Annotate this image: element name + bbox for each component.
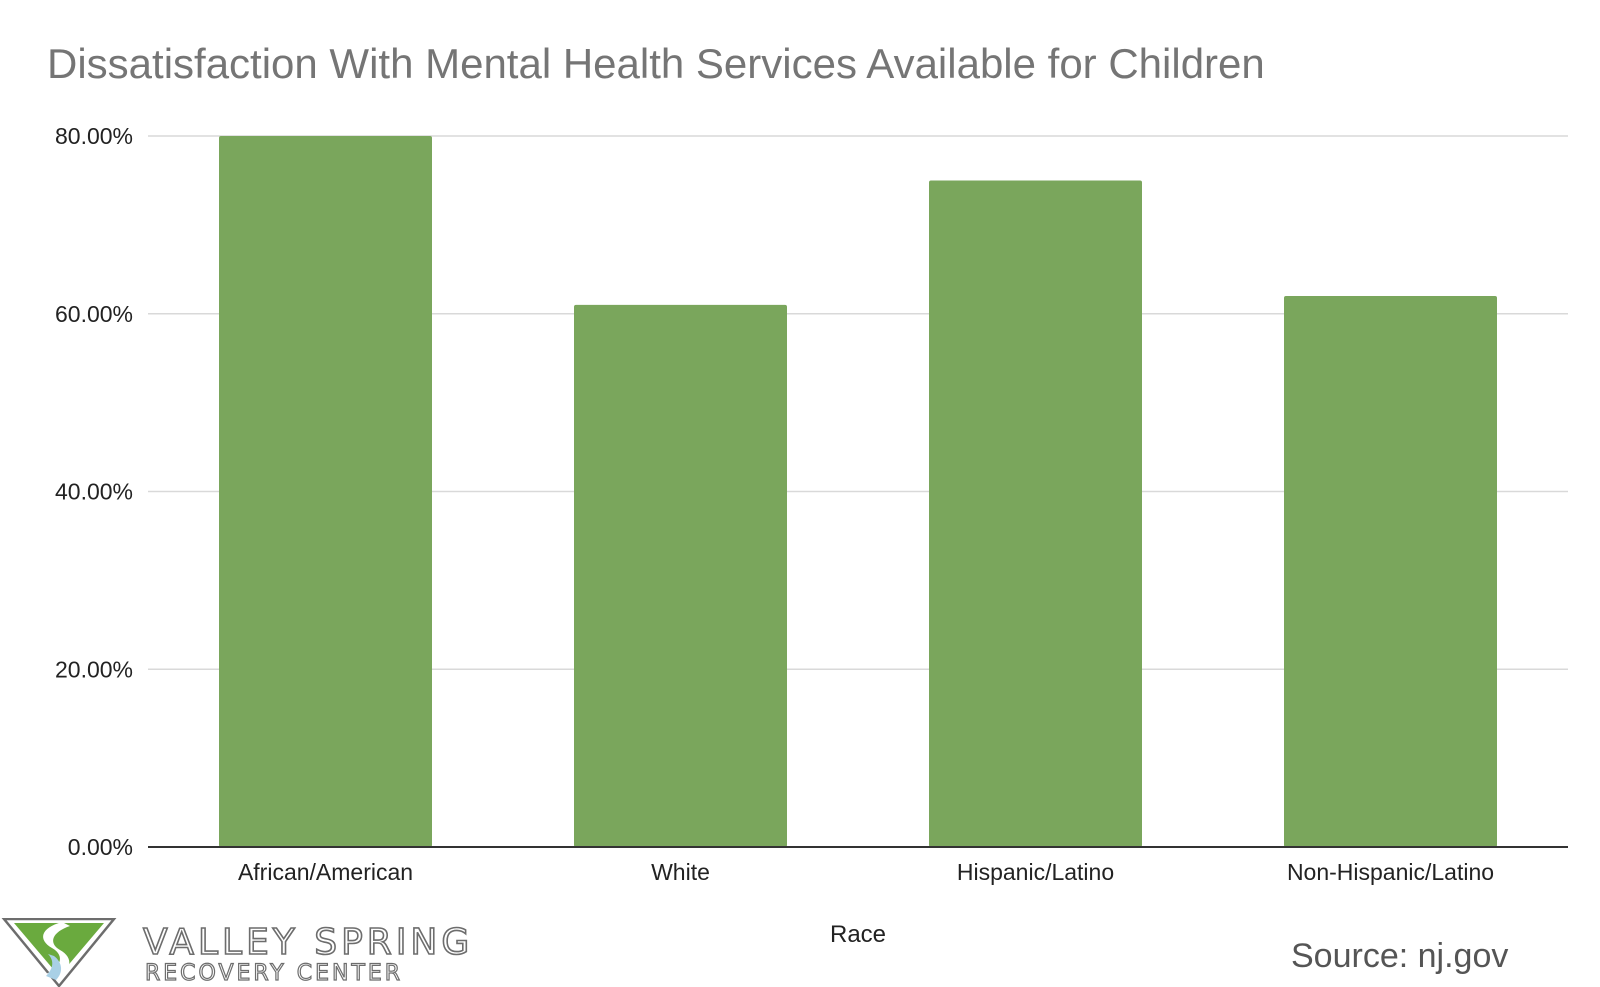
x-axis-title: Race [830, 921, 886, 948]
x-tick-label: Hispanic/Latino [957, 859, 1114, 885]
axes: 0.00% 20.00% 40.00% 60.00% 80.00% African/Ame… [55, 123, 1568, 885]
y-tick-label: 0.00% [68, 834, 133, 860]
y-tick-label: 60.00% [55, 301, 133, 327]
y-tick-label: 40.00% [55, 479, 133, 505]
bar-african-american [219, 136, 432, 847]
bar-hispanic-latino [929, 180, 1142, 847]
logo-subtitle: RECOVERY CENTER [144, 960, 404, 986]
x-tick-label: African/American [238, 859, 413, 885]
y-tick-label: 20.00% [55, 656, 133, 682]
bar-white [574, 304, 787, 847]
valley-spring-logo-icon [1, 918, 117, 987]
y-tick-label: 80.00% [55, 123, 133, 149]
chart-title: Dissatisfaction With Mental Health Servi… [47, 40, 1265, 87]
bar-non-hispanic-latino [1284, 295, 1497, 848]
source-note: Source: nj.gov [1291, 937, 1509, 975]
x-tick-label: Non-Hispanic/Latino [1287, 859, 1494, 885]
bars [219, 136, 1497, 848]
logo-name: VALLEY SPRING [142, 921, 474, 964]
x-tick-label: White [651, 859, 710, 885]
